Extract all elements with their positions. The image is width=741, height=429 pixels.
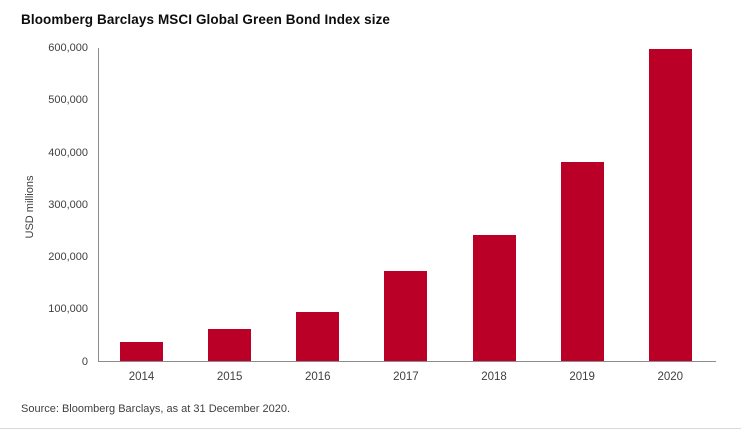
chart-title: Bloomberg Barclays MSCI Global Green Bon… bbox=[21, 12, 391, 27]
y-tick-label: 400,000 bbox=[48, 146, 88, 159]
bar-2015 bbox=[208, 329, 252, 362]
bar-2017 bbox=[384, 271, 428, 362]
bar-2019 bbox=[560, 162, 604, 362]
bar-2014 bbox=[120, 342, 163, 362]
x-tick-label-2018: 2018 bbox=[481, 371, 507, 383]
source-note: Source: Bloomberg Barclays, as at 31 Dec… bbox=[21, 403, 291, 415]
y-tick-label: 200,000 bbox=[48, 251, 88, 263]
x-tick-label-2014: 2014 bbox=[128, 371, 155, 383]
x-tick-label-2017: 2017 bbox=[393, 371, 419, 383]
y-tick-label: 600,000 bbox=[48, 42, 88, 54]
bar-2020 bbox=[648, 49, 692, 362]
bar-2018 bbox=[472, 234, 516, 362]
x-tick-label-2016: 2016 bbox=[304, 371, 331, 383]
y-tick-label: 0 bbox=[81, 355, 88, 368]
x-tick-label-2019: 2019 bbox=[569, 371, 595, 383]
y-tick-label: 300,000 bbox=[48, 198, 88, 211]
x-tick-label-2020: 2020 bbox=[657, 371, 684, 383]
x-axis-line bbox=[98, 361, 716, 362]
y-tick-label: 500,000 bbox=[48, 94, 88, 107]
y-axis-line bbox=[98, 48, 99, 362]
x-tick-label-2015: 2015 bbox=[216, 371, 243, 383]
y-tick-label: 100,000 bbox=[48, 303, 88, 316]
bar-2016 bbox=[296, 311, 340, 362]
